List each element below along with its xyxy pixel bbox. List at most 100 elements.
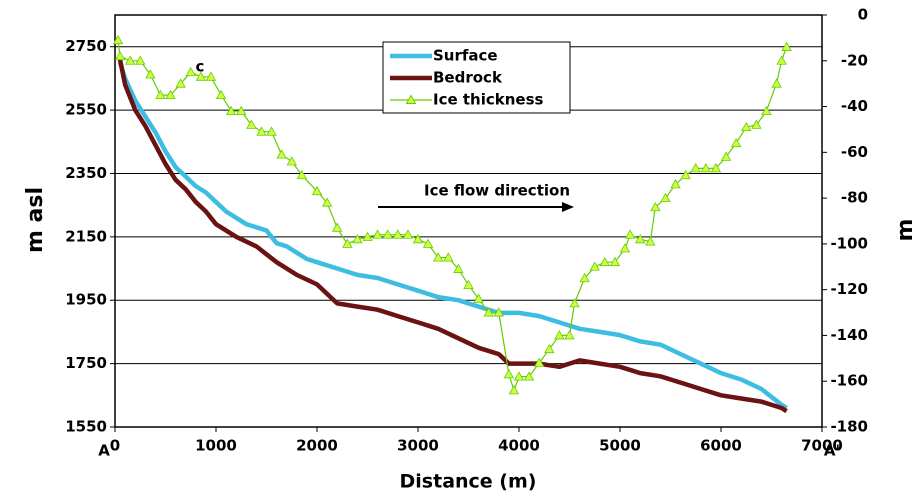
marker: [513, 371, 525, 381]
marker: [503, 369, 515, 379]
y2-axis-label: m: [893, 219, 918, 242]
marker: [205, 71, 217, 81]
series-line: [117, 61, 788, 410]
marker: [332, 222, 343, 232]
marker: [534, 357, 545, 367]
marker: [564, 330, 575, 340]
marker: [433, 252, 444, 262]
marker: [645, 236, 656, 246]
y-tick-label: 1750: [65, 354, 107, 372]
marker: [225, 105, 237, 116]
marker: [155, 89, 166, 100]
marker: [523, 371, 535, 381]
marker: [215, 89, 227, 100]
x-tick-label: 5000: [599, 437, 641, 455]
x-tick-label: 0: [110, 437, 120, 455]
marker: [609, 256, 621, 267]
marker: [135, 55, 146, 65]
series-line: [117, 58, 788, 414]
y2-tick-label: -80: [841, 189, 868, 207]
marker: [372, 229, 383, 239]
marker: [286, 156, 297, 166]
y2-tick-label: -180: [830, 418, 868, 436]
legend-marker: [405, 94, 417, 104]
legend: Surface Bedrock Ice thickness: [382, 41, 571, 114]
y2-tick-label: -120: [830, 280, 868, 298]
marker: [730, 137, 742, 148]
marker: [112, 34, 124, 45]
marker: [382, 229, 393, 239]
annotation: Ice flow direction: [424, 182, 570, 200]
marker: [473, 293, 484, 303]
point-label: A': [824, 442, 840, 460]
x-tick-label: 6000: [700, 437, 742, 455]
marker: [453, 263, 464, 273]
marker: [660, 192, 671, 203]
marker: [185, 66, 196, 77]
marker: [321, 197, 333, 207]
marker: [256, 126, 267, 136]
marker: [296, 169, 308, 180]
marker: [710, 163, 722, 173]
marker: [422, 238, 434, 248]
y-tick-label: 2550: [65, 101, 107, 119]
marker: [776, 55, 787, 65]
marker: [599, 256, 611, 267]
marker: [246, 119, 257, 129]
marker: [463, 279, 474, 289]
marker: [195, 71, 207, 81]
marker: [720, 151, 732, 161]
marker: [569, 298, 580, 308]
y-axis-label: m asl: [23, 187, 48, 253]
marker: [362, 231, 373, 241]
x-tick-label: 4000: [498, 437, 540, 455]
marker: [392, 229, 403, 239]
marker: [680, 169, 691, 180]
x-tick-label: 1000: [195, 437, 237, 455]
marker: [544, 343, 555, 354]
flow-arrow-head: [562, 202, 574, 212]
marker: [311, 185, 323, 196]
y-tick-label: 2350: [65, 164, 107, 182]
marker: [751, 119, 762, 129]
y2-tick-label: -160: [830, 372, 868, 390]
marker: [508, 385, 520, 395]
marker: [402, 229, 414, 239]
y2-tick-label: -100: [830, 234, 868, 252]
x-tick-label: 2000: [296, 437, 338, 455]
marker: [690, 163, 701, 173]
marker: [412, 233, 424, 244]
marker: [579, 272, 590, 283]
y-tick-label: 2750: [65, 37, 107, 55]
legend-label: Ice thickness: [433, 91, 544, 109]
y2-tick-label: -20: [841, 51, 868, 69]
marker: [635, 233, 646, 244]
marker: [165, 89, 176, 100]
x-axis-label: Distance (m): [400, 471, 537, 493]
marker: [352, 233, 363, 244]
legend-label: Bedrock: [433, 69, 503, 87]
x-tick-label: 3000: [397, 437, 439, 455]
marker: [114, 50, 126, 61]
marker: [771, 78, 782, 88]
marker: [175, 78, 186, 88]
y2-tick-label: -60: [841, 143, 868, 161]
marker: [624, 229, 636, 239]
marker: [700, 163, 712, 173]
marker: [145, 69, 156, 79]
x-tick-label: 7000: [801, 437, 843, 455]
legend-label: Surface: [433, 47, 498, 65]
marker: [276, 149, 287, 159]
y-tick-label: 1550: [65, 418, 107, 436]
marker: [589, 261, 600, 271]
plot-frame: [114, 14, 823, 428]
y-tick-label: 2150: [65, 227, 107, 245]
marker: [781, 41, 792, 51]
marker: [670, 179, 681, 189]
marker: [619, 243, 631, 253]
y2-tick-label: -140: [830, 326, 868, 344]
marker: [483, 307, 494, 317]
annotation: c: [196, 58, 205, 76]
marker: [124, 55, 136, 65]
